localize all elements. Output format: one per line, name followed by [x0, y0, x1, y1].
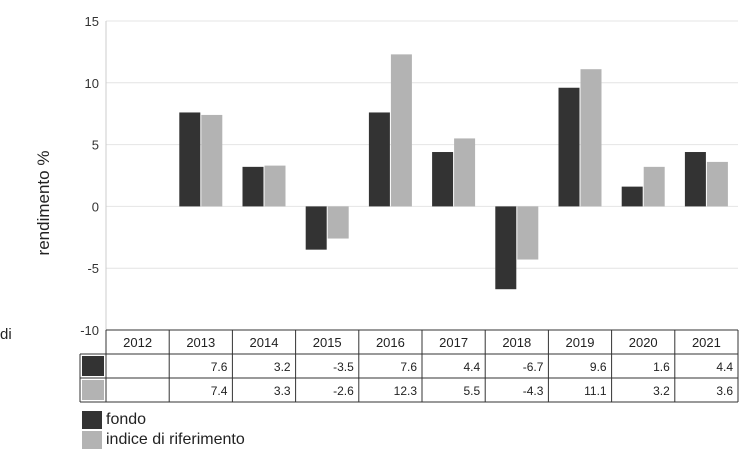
data-label-indice: 3.6 [716, 384, 733, 398]
x-tick-label: 2013 [186, 335, 215, 350]
x-tick-label: 2020 [629, 335, 658, 350]
bar-fondo-2015 [305, 206, 327, 250]
bar-indice-2018 [517, 206, 539, 260]
data-label-indice: 5.5 [464, 384, 481, 398]
bar-fondo-2017 [432, 152, 454, 207]
table-swatch-fondo [82, 356, 104, 376]
data-label-indice: 3.3 [274, 384, 291, 398]
x-tick-label: 2014 [250, 335, 279, 350]
bar-indice-2021 [706, 161, 728, 207]
bar-fondo-2013 [179, 112, 201, 207]
legend-item-indice: indice di riferimento [82, 430, 245, 450]
y-tick-label: 0 [92, 199, 99, 214]
data-label-indice: 11.1 [584, 384, 607, 398]
bar-indice-2013 [201, 114, 223, 207]
data-label-fondo: -6.7 [523, 360, 544, 374]
x-tick-label: 2019 [566, 335, 595, 350]
bar-indice-2016 [390, 54, 412, 207]
data-label-fondo: 4.4 [464, 360, 481, 374]
bar-fondo-2016 [368, 112, 390, 207]
y-axis-label: rendimento % [34, 151, 53, 256]
y-tick-label: -10 [80, 323, 99, 338]
table-swatch-indice [82, 380, 104, 400]
bar-fondo-2018 [495, 206, 517, 290]
y-tick-label: -5 [87, 261, 99, 276]
data-label-fondo: 3.2 [274, 360, 291, 374]
legend-swatch-indice [82, 431, 102, 449]
stray-text: di [0, 326, 12, 343]
x-tick-label: 2017 [439, 335, 468, 350]
x-tick-label: 2018 [502, 335, 531, 350]
y-tick-label: 5 [92, 138, 99, 153]
legend-label-fondo: fondo [106, 411, 147, 428]
data-label-fondo: 7.6 [211, 360, 228, 374]
data-label-fondo: 9.6 [590, 360, 607, 374]
legend-label-indice: indice di riferimento [106, 431, 245, 448]
data-label-fondo: 4.4 [716, 360, 733, 374]
x-tick-label: 2021 [692, 335, 721, 350]
bar-indice-2019 [580, 69, 602, 207]
gridlines [105, 20, 738, 331]
y-tick-label: 15 [85, 14, 99, 29]
x-tick-label: 2016 [376, 335, 405, 350]
data-label-indice: 12.3 [394, 384, 418, 398]
bars [179, 54, 728, 290]
bar-fondo-2021 [684, 152, 706, 207]
data-label-fondo: 7.6 [400, 360, 417, 374]
data-table: 2012 2013 2014 2015 2016 2017 2018 2019 2020 2021… [79, 329, 739, 403]
y-axis-ticks: 15 10 5 0 -5 -10 [80, 14, 99, 338]
data-label-indice: -2.6 [333, 384, 354, 398]
x-tick-label: 2015 [313, 335, 342, 350]
bar-fondo-2020 [621, 186, 643, 207]
y-tick-label: 10 [85, 76, 99, 91]
data-label-indice: 3.2 [653, 384, 670, 398]
data-label-fondo: 1.6 [653, 360, 670, 374]
bar-fondo-2014 [242, 166, 264, 207]
bar-fondo-2019 [558, 87, 580, 207]
legend-swatch-fondo [82, 411, 102, 429]
data-label-fondo: -3.5 [333, 360, 354, 374]
legend-item-fondo: fondo [82, 410, 245, 430]
data-label-indice: -4.3 [523, 384, 544, 398]
bar-indice-2014 [264, 165, 286, 207]
bar-indice-2020 [643, 166, 665, 207]
legend: fondo indice di riferimento [82, 410, 245, 450]
x-tick-label: 2012 [123, 335, 152, 350]
bar-indice-2017 [454, 138, 476, 207]
bar-indice-2015 [327, 206, 349, 239]
data-label-indice: 7.4 [211, 384, 228, 398]
